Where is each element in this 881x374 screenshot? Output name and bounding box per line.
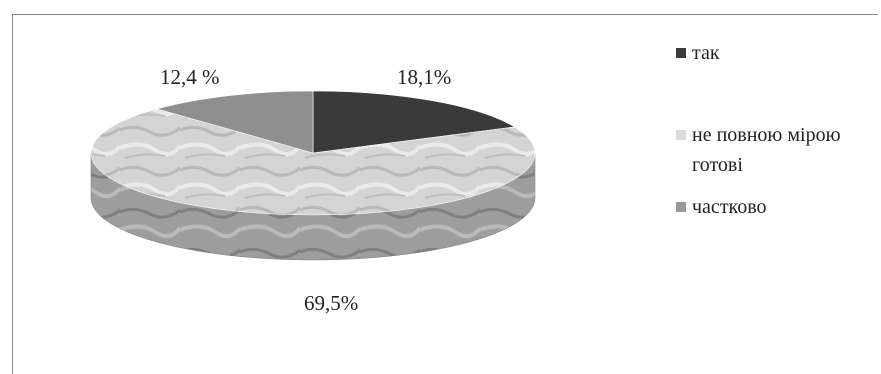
legend-item-chastkovo: частково — [676, 192, 881, 222]
data-label-tak: 18,1% — [397, 65, 451, 89]
legend-label: так — [692, 42, 720, 64]
legend-swatch — [676, 130, 686, 140]
pie-labels: 18,1% 69,5% 12,4 % — [160, 65, 451, 315]
data-label-chastkovo: 12,4 % — [160, 65, 220, 89]
legend-item-ne-povnoyu: не повною мірою готові — [676, 120, 881, 180]
legend-label: частково — [692, 196, 767, 218]
legend-swatch — [676, 48, 686, 58]
chart-frame — [12, 14, 878, 374]
legend-swatch — [676, 202, 686, 212]
pie-top — [90, 90, 536, 216]
legend: так не повною мірою готові частково — [676, 38, 881, 222]
slice-chastkovo — [155, 90, 314, 154]
legend-item-tak: так — [676, 38, 881, 68]
legend-label: не повною мірою готові — [692, 124, 841, 176]
slice-tak — [312, 90, 516, 154]
data-label-ne-povnoyu: 69,5% — [304, 291, 358, 315]
slice-ne-povnoyu — [90, 108, 536, 216]
